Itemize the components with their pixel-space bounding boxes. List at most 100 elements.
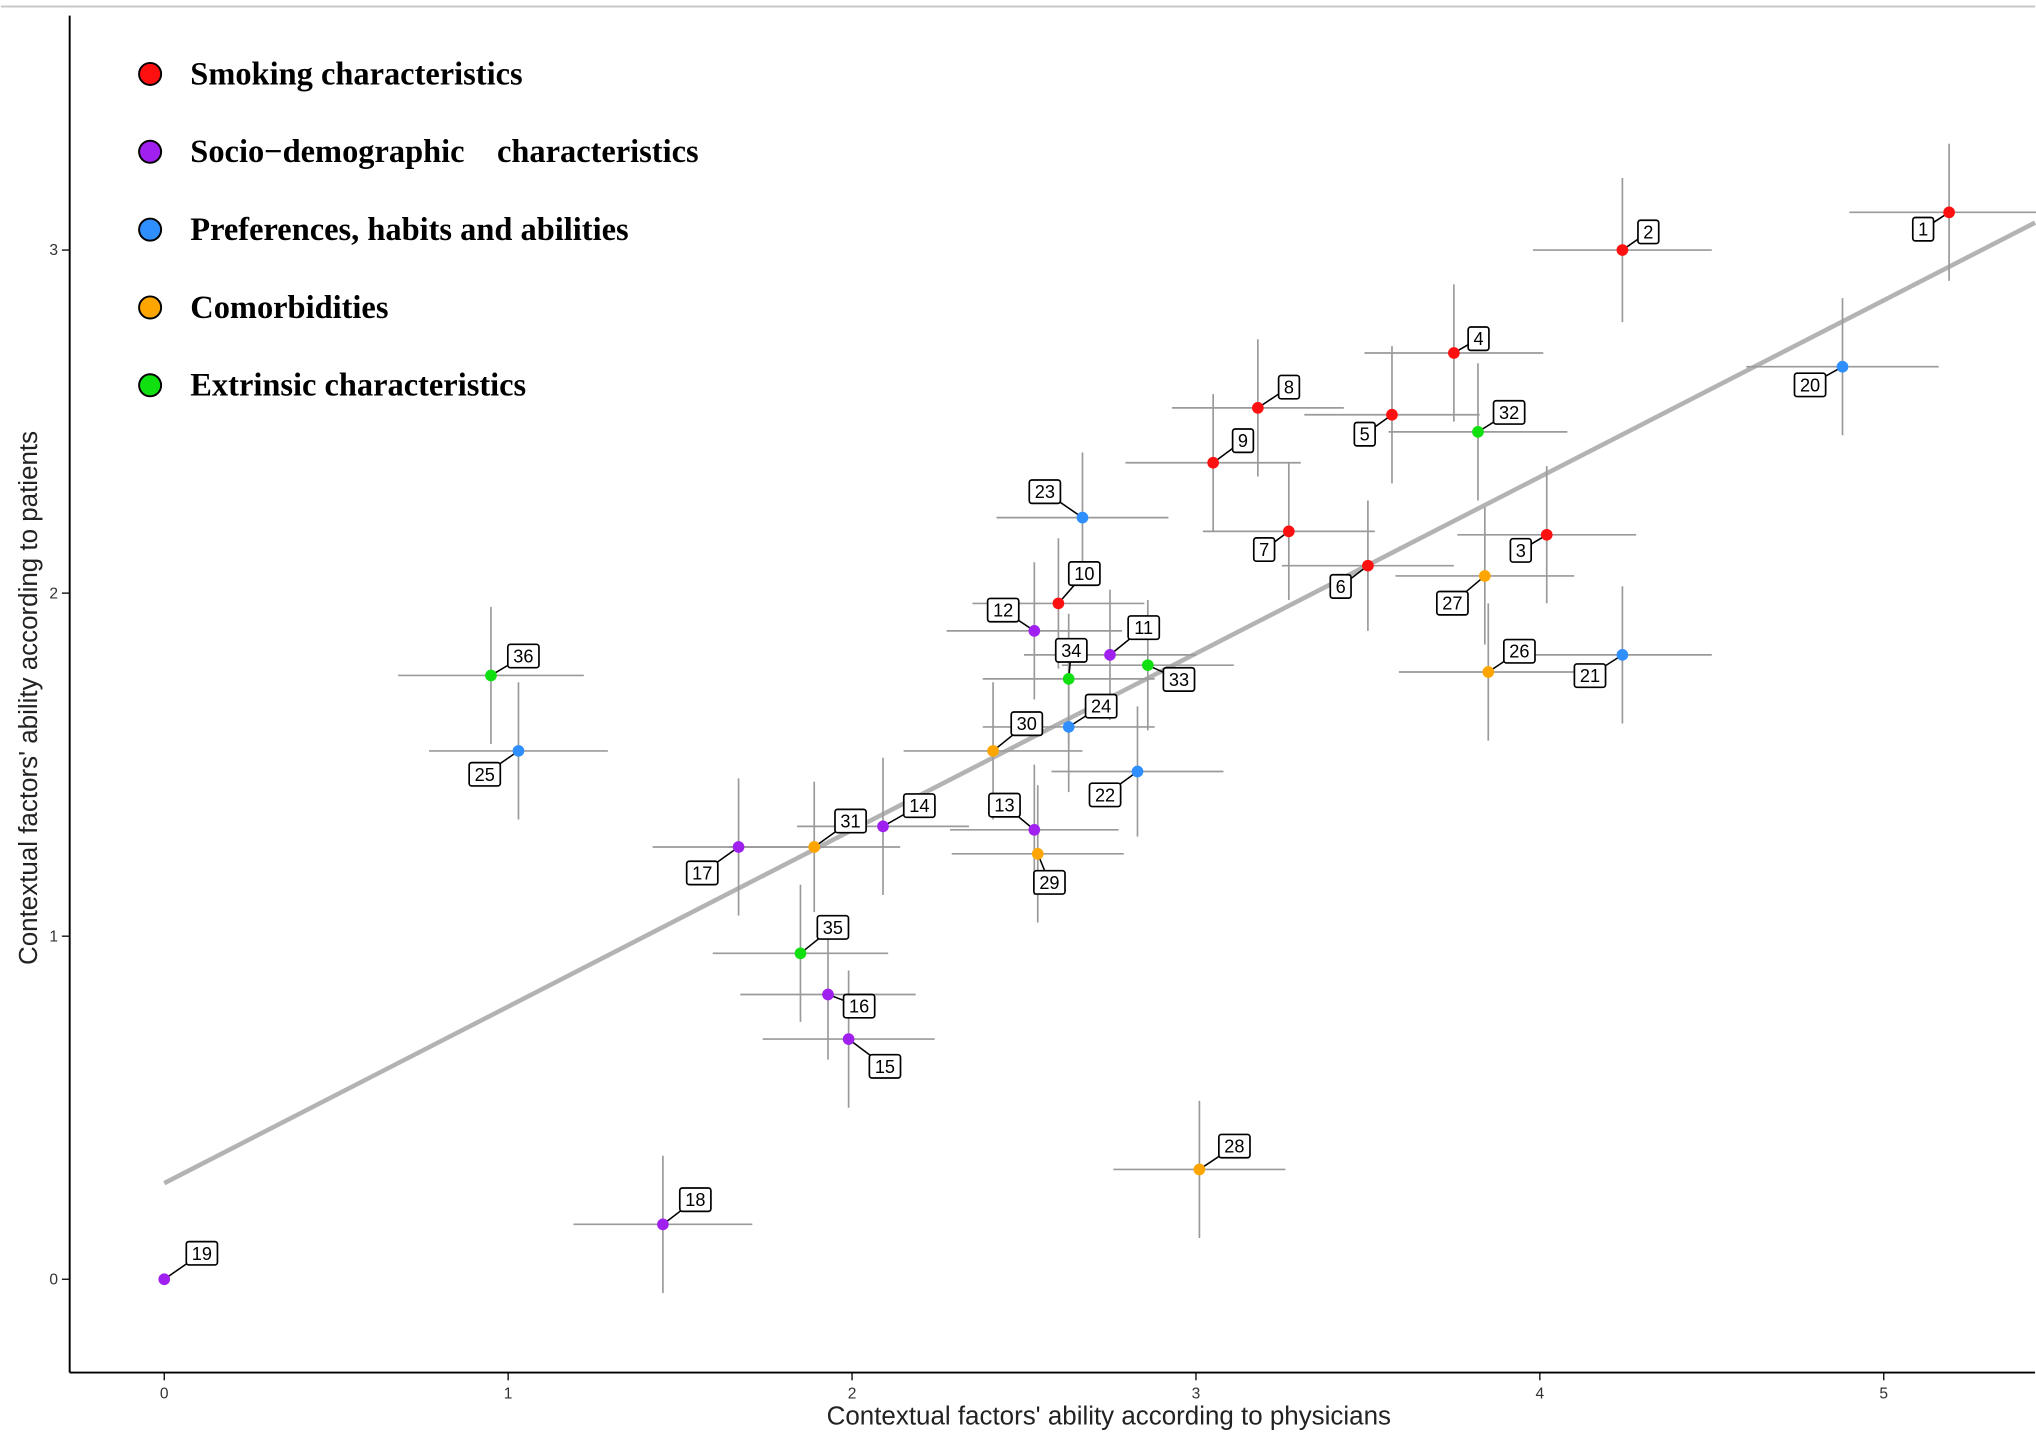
label-box xyxy=(678,1187,712,1213)
point-label: 13 xyxy=(994,796,1014,816)
point-label: 20 xyxy=(1800,375,1820,395)
point-label: 8 xyxy=(1284,378,1294,398)
legend-label: Comorbidities xyxy=(190,290,388,326)
legend-marker xyxy=(138,295,163,320)
point-label: 18 xyxy=(685,1190,705,1210)
label-box xyxy=(1435,590,1469,616)
point-label: 34 xyxy=(1061,641,1081,661)
point-label: 2 xyxy=(1643,222,1653,242)
label-box xyxy=(1502,638,1536,664)
point-label: 26 xyxy=(1509,642,1529,662)
label-box xyxy=(1088,782,1122,808)
point xyxy=(1028,823,1041,836)
point xyxy=(794,947,807,960)
point-label: 30 xyxy=(1017,714,1037,734)
point-label: 28 xyxy=(1224,1137,1244,1157)
label-box xyxy=(1162,666,1196,692)
y-tick-label: 3 xyxy=(49,242,58,259)
x-tick-label: 0 xyxy=(160,1385,169,1402)
point-label: 10 xyxy=(1074,564,1094,584)
label-box xyxy=(1492,399,1526,425)
label-box xyxy=(506,643,540,669)
label-box xyxy=(185,1240,219,1266)
point-labels: 1234567891011121314151617181920212223242… xyxy=(185,216,1935,1266)
y-axis-title: Contextual factors' ability according to… xyxy=(15,431,43,965)
label-box xyxy=(1637,219,1660,245)
label-box xyxy=(986,597,1020,623)
point xyxy=(732,841,745,853)
point xyxy=(1362,559,1374,572)
x-tick-label: 1 xyxy=(504,1385,513,1402)
points xyxy=(158,206,1955,1286)
point xyxy=(158,1273,171,1286)
point-label: 35 xyxy=(823,918,843,938)
label-box xyxy=(1793,372,1827,398)
point xyxy=(1386,408,1398,421)
legend-marker xyxy=(138,139,163,164)
point xyxy=(877,820,889,833)
label-box xyxy=(1353,421,1376,447)
point-label: 6 xyxy=(1336,577,1346,597)
point-label: 33 xyxy=(1169,670,1189,690)
point xyxy=(1031,848,1044,860)
point-label: 23 xyxy=(1035,482,1055,502)
point xyxy=(1616,244,1629,256)
legend-label: Extrinsic characteristics xyxy=(190,368,526,404)
point xyxy=(1207,456,1219,469)
label-box xyxy=(1329,573,1352,599)
point-label: 19 xyxy=(192,1244,212,1264)
label-box xyxy=(842,993,876,1019)
point xyxy=(842,1033,855,1045)
legend-label: Socio−demographic characteristics xyxy=(190,134,698,170)
point xyxy=(657,1218,669,1231)
point-label: 7 xyxy=(1259,540,1269,560)
point-label: 4 xyxy=(1473,329,1483,349)
point-label: 1 xyxy=(1918,220,1928,240)
point-label: 36 xyxy=(513,646,533,666)
y-tick-label: 0 xyxy=(49,1271,58,1288)
point-label: 14 xyxy=(909,796,929,816)
point xyxy=(1282,525,1295,538)
label-box xyxy=(1028,479,1062,505)
label-box xyxy=(816,914,850,940)
label-box xyxy=(1067,561,1101,587)
point-label: 25 xyxy=(475,765,495,785)
point-label: 5 xyxy=(1360,425,1370,445)
point-label: 12 xyxy=(993,601,1013,621)
label-box xyxy=(1084,693,1118,719)
legend-label: Preferences, habits and abilities xyxy=(190,212,628,248)
point-label: 17 xyxy=(692,863,712,883)
label-box xyxy=(468,761,502,787)
label-box xyxy=(1911,216,1935,242)
x-tick-label: 5 xyxy=(1879,1385,1888,1402)
label-box xyxy=(1010,711,1044,737)
point-label: 32 xyxy=(1499,403,1519,423)
label-box xyxy=(988,792,1021,818)
point xyxy=(512,745,525,757)
label-box xyxy=(902,793,936,819)
point xyxy=(987,745,999,757)
point-label: 3 xyxy=(1516,541,1526,561)
point xyxy=(1540,528,1553,541)
label-box xyxy=(868,1053,902,1079)
point-label: 24 xyxy=(1091,697,1111,717)
label-box xyxy=(1231,428,1255,454)
point-label: 11 xyxy=(1134,618,1153,638)
point-label: 21 xyxy=(1580,666,1600,686)
point xyxy=(1052,597,1065,610)
legend-marker xyxy=(138,373,163,398)
point xyxy=(1028,625,1041,637)
legend-marker xyxy=(138,217,163,242)
x-tick-label: 3 xyxy=(1192,1385,1201,1402)
point xyxy=(1062,721,1075,733)
point xyxy=(1472,426,1484,438)
label-box xyxy=(1127,615,1161,641)
point xyxy=(1141,659,1154,671)
x-tick-label: 4 xyxy=(1536,1385,1545,1402)
point xyxy=(1193,1163,1206,1176)
point-label: 15 xyxy=(875,1057,895,1077)
label-box xyxy=(1218,1133,1251,1159)
point xyxy=(1943,206,1955,219)
